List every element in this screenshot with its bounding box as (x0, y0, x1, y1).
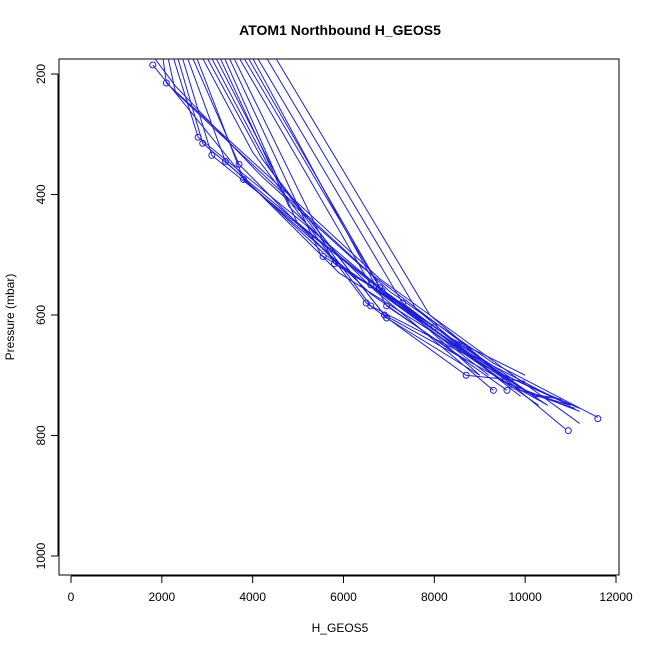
x-tick-label: 0 (68, 590, 75, 604)
series-point-12 (367, 302, 375, 310)
y-axis: 200 400 600 800 1000 (34, 64, 59, 569)
series-point-7 (208, 151, 216, 159)
series-line-19 (239, 59, 512, 379)
series-line-22 (252, 59, 549, 406)
x-axis-label: H_GEOS5 (312, 621, 369, 635)
x-tick-label: 12000 (599, 590, 633, 604)
series-line-10 (196, 59, 549, 406)
series-point-3 (162, 79, 170, 87)
series-point-21 (378, 287, 386, 295)
series-point-1 (149, 61, 157, 69)
series-line-1 (152, 64, 540, 406)
y-tick-label: 800 (34, 425, 48, 445)
series-line-7 (182, 59, 571, 406)
chart-title: ATOM1 Northbound H_GEOS5 (239, 22, 441, 38)
series-point-25 (462, 371, 470, 379)
series-point-2 (564, 427, 572, 435)
y-axis-label: Pressure (mbar) (3, 274, 17, 361)
x-tick-label: 4000 (239, 590, 266, 604)
series-layer (149, 59, 602, 435)
series-point-24 (430, 323, 438, 331)
y-tick-label: 400 (34, 184, 48, 204)
series-point-4 (594, 415, 602, 423)
series-point-14 (383, 314, 391, 322)
series-line-11 (202, 59, 526, 382)
series-point-15 (489, 386, 497, 394)
x-tick-label: 10000 (508, 590, 542, 604)
series-point-16 (503, 386, 511, 394)
y-tick-label: 200 (34, 64, 48, 84)
series-line-17 (229, 59, 490, 376)
y-tick-label: 1000 (34, 542, 48, 569)
series-point-18 (330, 260, 338, 268)
series-line-15 (220, 59, 494, 391)
series-line-25 (275, 59, 580, 409)
x-tick-label: 8000 (421, 590, 448, 604)
plot-frame (58, 58, 620, 576)
series-point-6 (199, 139, 207, 147)
series-point-22 (383, 302, 391, 310)
series-point-10 (240, 175, 248, 183)
series-point-8 (221, 157, 229, 165)
series-line-12 (207, 59, 521, 397)
y-tick-label: 600 (34, 305, 48, 325)
series-point-17 (319, 253, 327, 261)
series-line-4 (167, 59, 599, 418)
x-tick-label: 6000 (330, 590, 357, 604)
x-axis: 0 2000 4000 6000 8000 10000 12000 (68, 575, 633, 604)
x-tick-label: 2000 (148, 590, 175, 604)
series-line-3 (162, 59, 580, 424)
series-point-19 (367, 281, 375, 289)
series-point-23 (399, 299, 407, 307)
series-line-18 (233, 59, 481, 376)
